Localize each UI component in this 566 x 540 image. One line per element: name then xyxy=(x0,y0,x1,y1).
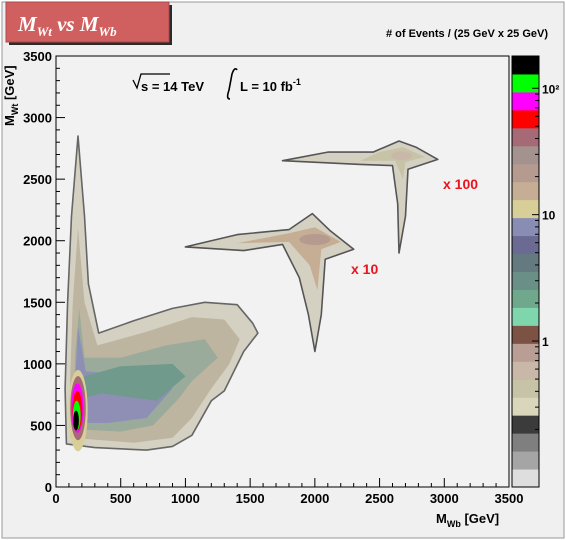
z-tick-label: 10 xyxy=(542,209,556,223)
colorbar-bin xyxy=(512,145,539,165)
z-tick-label: 1 xyxy=(542,335,549,349)
x-tick-label: 0 xyxy=(52,491,59,506)
colorbar-bin xyxy=(512,415,539,434)
x-tick-label: 1500 xyxy=(236,491,265,506)
colorbar-bin xyxy=(512,433,539,452)
lumi-text: L = 10 fb xyxy=(240,79,293,94)
x-axis-title-unit: [GeV] xyxy=(464,511,499,526)
title-main-sub: Wt xyxy=(37,24,53,39)
colorbar-bin xyxy=(512,73,539,93)
z-axis: 1 10 10² xyxy=(532,82,559,430)
colorbar-bin xyxy=(512,325,539,344)
x-tick-label: 2000 xyxy=(300,491,329,506)
plot-frame xyxy=(55,55,510,488)
y-tick-label: 2000 xyxy=(23,234,52,249)
svg-text:MWt vs MWb: MWt vs MWb xyxy=(17,12,117,39)
title-vs: vs xyxy=(57,12,75,36)
peak-black xyxy=(73,410,79,431)
colorbar-bin xyxy=(512,271,539,290)
colorbar-bin xyxy=(512,127,539,147)
svg-text:L = 10 fb-1: L = 10 fb-1 xyxy=(240,77,301,94)
colorbar-bin xyxy=(512,253,539,272)
colorbar-bin xyxy=(512,307,539,326)
colorbar-bin xyxy=(512,451,539,470)
colorbar-bin xyxy=(512,289,539,308)
colorbar-bin xyxy=(512,217,539,237)
title-main: M xyxy=(17,12,38,36)
x-axis-title-sub: Wb xyxy=(447,519,461,529)
y-tick-label: 2500 xyxy=(23,172,52,187)
y-axis: 0 500 1000 1500 2000 2500 3000 3500 xyxy=(23,49,65,495)
y-axis-title: MWt [GeV] xyxy=(2,65,20,126)
y-tick-label: 1000 xyxy=(23,357,52,372)
y-axis-title-sub: Wt xyxy=(10,104,20,116)
x-tick-label: 500 xyxy=(110,491,132,506)
x-tick-label: 2500 xyxy=(365,491,394,506)
colorbar-bin xyxy=(512,235,539,255)
sqrt-icon xyxy=(132,73,170,90)
x100-core xyxy=(391,151,412,161)
y-tick-label: 3500 xyxy=(23,49,52,64)
z-tick-label: 10² xyxy=(542,82,559,96)
colorbar-bin xyxy=(512,181,539,201)
colorbar-bin xyxy=(512,91,539,111)
x-tick-label: 1000 xyxy=(171,491,200,506)
colorbar-bin xyxy=(512,109,539,129)
y-axis-title-main: M xyxy=(2,115,17,126)
color-scale-bar xyxy=(511,55,540,488)
x-axis: 0 500 1000 1500 2000 2500 3000 3500 xyxy=(52,478,523,506)
x-tick-label: 3500 xyxy=(495,491,524,506)
y-tick-label: 500 xyxy=(30,418,52,433)
energy-text: s = 14 TeV xyxy=(141,79,204,94)
y-tick-label: 0 xyxy=(45,480,52,495)
colorbar-title: # of Events / (25 GeV x 25 GeV) xyxy=(386,28,548,40)
label-x100: x 100 xyxy=(443,176,478,192)
colorbar-bin xyxy=(512,163,539,183)
y-tick-label: 1500 xyxy=(23,295,52,310)
colorbar-bin xyxy=(512,56,539,75)
x-axis-title-main: M xyxy=(436,511,447,526)
title-box: MWt vs MWb xyxy=(5,1,172,45)
lumi-annotation: L = 10 fb-1 xyxy=(226,68,301,100)
colorbar-frame xyxy=(511,55,540,488)
x-tick-label: 3000 xyxy=(430,491,459,506)
y-axis-title-unit: [GeV] xyxy=(2,65,17,100)
energy-annotation: s = 14 TeV xyxy=(132,73,204,94)
colorbar-bin xyxy=(512,199,539,219)
x-axis-title: MWb [GeV] xyxy=(436,511,499,529)
heatmap-layer xyxy=(64,135,439,452)
y-tick-label: 3000 xyxy=(23,111,52,126)
signal-band-green xyxy=(74,363,186,401)
colorbar-bin xyxy=(512,343,539,362)
title-second: M xyxy=(79,12,100,36)
colorbar-bin xyxy=(512,397,539,416)
colorbar-bin xyxy=(512,361,539,380)
colorbar-bin xyxy=(512,379,539,398)
x10-core xyxy=(299,233,331,246)
title-second-sub: Wb xyxy=(99,24,118,39)
colorbar-bin xyxy=(512,469,539,488)
label-x10: x 10 xyxy=(351,261,378,277)
lumi-sup: -1 xyxy=(293,77,301,87)
integral-icon xyxy=(226,68,238,100)
